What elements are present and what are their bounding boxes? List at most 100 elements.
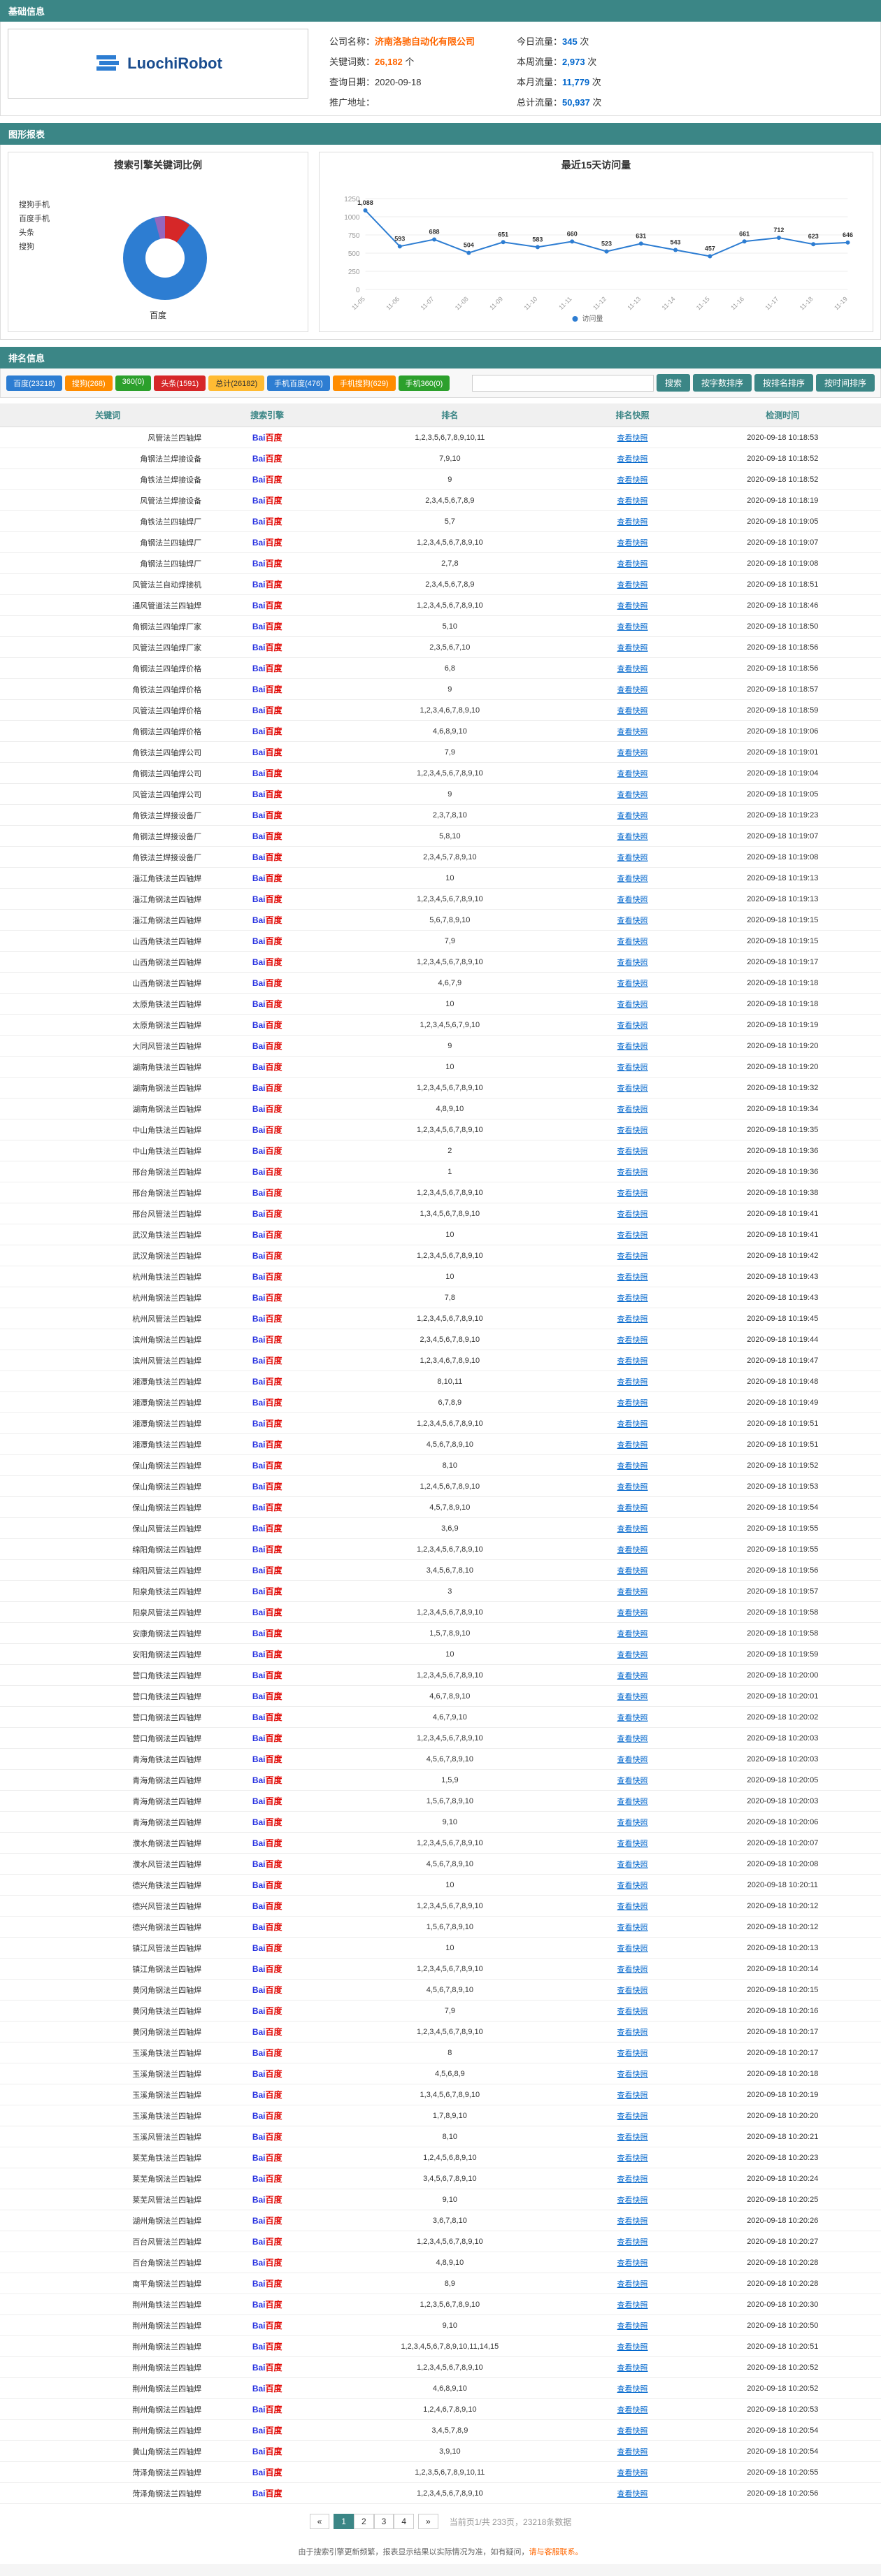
snapshot-link[interactable]: 查看快照 bbox=[617, 1987, 648, 1995]
snapshot-link[interactable]: 查看快照 bbox=[617, 2322, 648, 2331]
snapshot-link[interactable]: 查看快照 bbox=[617, 2259, 648, 2268]
filter-tag[interactable]: 360(0) bbox=[115, 375, 152, 391]
snapshot-link[interactable]: 查看快照 bbox=[617, 812, 648, 820]
snapshot-link[interactable]: 查看快照 bbox=[617, 2427, 648, 2435]
snapshot-link[interactable]: 查看快照 bbox=[617, 2217, 648, 2226]
snapshot-link[interactable]: 查看快照 bbox=[617, 560, 648, 568]
snapshot-link[interactable]: 查看快照 bbox=[617, 455, 648, 464]
filter-tag[interactable]: 百度(23218) bbox=[6, 375, 62, 391]
snapshot-link[interactable]: 查看快照 bbox=[617, 1714, 648, 1722]
snapshot-link[interactable]: 查看快照 bbox=[617, 1147, 648, 1156]
snapshot-link[interactable]: 查看快照 bbox=[617, 2008, 648, 2016]
snapshot-link[interactable]: 查看快照 bbox=[617, 1882, 648, 1890]
snapshot-link[interactable]: 查看快照 bbox=[617, 1126, 648, 1135]
snapshot-link[interactable]: 查看快照 bbox=[617, 1315, 648, 1324]
snapshot-link[interactable]: 查看快照 bbox=[617, 728, 648, 736]
snapshot-link[interactable]: 查看快照 bbox=[617, 434, 648, 443]
snapshot-link[interactable]: 查看快照 bbox=[617, 1273, 648, 1282]
snapshot-link[interactable]: 查看快照 bbox=[617, 2301, 648, 2310]
snapshot-link[interactable]: 查看快照 bbox=[617, 833, 648, 841]
snapshot-link[interactable]: 查看快照 bbox=[617, 1168, 648, 1177]
filter-tag[interactable]: 搜狗(268) bbox=[65, 375, 113, 391]
snapshot-link[interactable]: 查看快照 bbox=[617, 2028, 648, 2037]
page-number[interactable]: 3 bbox=[374, 2514, 394, 2529]
snapshot-link[interactable]: 查看快照 bbox=[617, 791, 648, 799]
snapshot-link[interactable]: 查看快照 bbox=[617, 1001, 648, 1009]
snapshot-link[interactable]: 查看快照 bbox=[617, 1756, 648, 1764]
snapshot-link[interactable]: 查看快照 bbox=[617, 1567, 648, 1575]
snapshot-link[interactable]: 查看快照 bbox=[617, 1357, 648, 1366]
snapshot-link[interactable]: 查看快照 bbox=[617, 2154, 648, 2163]
snapshot-link[interactable]: 查看快照 bbox=[617, 1609, 648, 1617]
page-next[interactable]: » bbox=[418, 2514, 438, 2529]
snapshot-link[interactable]: 查看快照 bbox=[617, 581, 648, 589]
filter-tag[interactable]: 头条(1591) bbox=[154, 375, 206, 391]
filter-tag[interactable]: 手机搜狗(629) bbox=[333, 375, 396, 391]
snapshot-link[interactable]: 查看快照 bbox=[617, 896, 648, 904]
snapshot-link[interactable]: 查看快照 bbox=[617, 1441, 648, 1450]
snapshot-link[interactable]: 查看快照 bbox=[617, 2385, 648, 2393]
snapshot-link[interactable]: 查看快照 bbox=[617, 1630, 648, 1638]
snapshot-link[interactable]: 查看快照 bbox=[617, 1022, 648, 1030]
snapshot-link[interactable]: 查看快照 bbox=[617, 1672, 648, 1680]
snapshot-link[interactable]: 查看快照 bbox=[617, 1819, 648, 1827]
snapshot-link[interactable]: 查看快照 bbox=[617, 2343, 648, 2352]
snapshot-link[interactable]: 查看快照 bbox=[617, 749, 648, 757]
search-input[interactable] bbox=[472, 375, 654, 392]
snapshot-link[interactable]: 查看快照 bbox=[617, 1651, 648, 1659]
snapshot-link[interactable]: 查看快照 bbox=[617, 2490, 648, 2498]
snapshot-link[interactable]: 查看快照 bbox=[617, 1399, 648, 1408]
snapshot-link[interactable]: 查看快照 bbox=[617, 2196, 648, 2205]
snapshot-link[interactable]: 查看快照 bbox=[617, 1210, 648, 1219]
snapshot-link[interactable]: 查看快照 bbox=[617, 1043, 648, 1051]
snapshot-link[interactable]: 查看快照 bbox=[617, 2091, 648, 2100]
snapshot-link[interactable]: 查看快照 bbox=[617, 1231, 648, 1240]
snapshot-link[interactable]: 查看快照 bbox=[617, 938, 648, 946]
snapshot-link[interactable]: 查看快照 bbox=[617, 1105, 648, 1114]
sort-button[interactable]: 按字数排序 bbox=[693, 374, 752, 392]
snapshot-link[interactable]: 查看快照 bbox=[617, 1735, 648, 1743]
snapshot-link[interactable]: 查看快照 bbox=[617, 1462, 648, 1471]
snapshot-link[interactable]: 查看快照 bbox=[617, 2280, 648, 2289]
snapshot-link[interactable]: 查看快照 bbox=[617, 1252, 648, 1261]
snapshot-link[interactable]: 查看快照 bbox=[617, 623, 648, 631]
snapshot-link[interactable]: 查看快照 bbox=[617, 476, 648, 485]
snapshot-link[interactable]: 查看快照 bbox=[617, 2406, 648, 2414]
snapshot-link[interactable]: 查看快照 bbox=[617, 1903, 648, 1911]
snapshot-link[interactable]: 查看快照 bbox=[617, 1693, 648, 1701]
snapshot-link[interactable]: 查看快照 bbox=[617, 2049, 648, 2058]
snapshot-link[interactable]: 查看快照 bbox=[617, 2364, 648, 2373]
snapshot-link[interactable]: 查看快照 bbox=[617, 539, 648, 548]
snapshot-link[interactable]: 查看快照 bbox=[617, 686, 648, 694]
snapshot-link[interactable]: 查看快照 bbox=[617, 959, 648, 967]
snapshot-link[interactable]: 查看快照 bbox=[617, 1945, 648, 1953]
snapshot-link[interactable]: 查看快照 bbox=[617, 602, 648, 610]
snapshot-link[interactable]: 查看快照 bbox=[617, 1525, 648, 1533]
snapshot-link[interactable]: 查看快照 bbox=[617, 770, 648, 778]
snapshot-link[interactable]: 查看快照 bbox=[617, 1378, 648, 1387]
snapshot-link[interactable]: 查看快照 bbox=[617, 2175, 648, 2184]
snapshot-link[interactable]: 查看快照 bbox=[617, 707, 648, 715]
snapshot-link[interactable]: 查看快照 bbox=[617, 1798, 648, 1806]
sort-button[interactable]: 按排名排序 bbox=[754, 374, 813, 392]
snapshot-link[interactable]: 查看快照 bbox=[617, 1588, 648, 1596]
snapshot-link[interactable]: 查看快照 bbox=[617, 1336, 648, 1345]
snapshot-link[interactable]: 查看快照 bbox=[617, 854, 648, 862]
snapshot-link[interactable]: 查看快照 bbox=[617, 2238, 648, 2247]
snapshot-link[interactable]: 查看快照 bbox=[617, 2469, 648, 2477]
snapshot-link[interactable]: 查看快照 bbox=[617, 1861, 648, 1869]
snapshot-link[interactable]: 查看快照 bbox=[617, 518, 648, 527]
snapshot-link[interactable]: 查看快照 bbox=[617, 2448, 648, 2456]
filter-tag[interactable]: 手机百度(476) bbox=[267, 375, 330, 391]
sort-button[interactable]: 按时间排序 bbox=[816, 374, 875, 392]
snapshot-link[interactable]: 查看快照 bbox=[617, 1064, 648, 1072]
snapshot-link[interactable]: 查看快照 bbox=[617, 2133, 648, 2142]
snapshot-link[interactable]: 查看快照 bbox=[617, 1294, 648, 1303]
snapshot-link[interactable]: 查看快照 bbox=[617, 1924, 648, 1932]
snapshot-link[interactable]: 查看快照 bbox=[617, 980, 648, 988]
snapshot-link[interactable]: 查看快照 bbox=[617, 2112, 648, 2121]
snapshot-link[interactable]: 查看快照 bbox=[617, 1420, 648, 1429]
snapshot-link[interactable]: 查看快照 bbox=[617, 1546, 648, 1554]
snapshot-link[interactable]: 查看快照 bbox=[617, 1966, 648, 1974]
snapshot-link[interactable]: 查看快照 bbox=[617, 1504, 648, 1512]
